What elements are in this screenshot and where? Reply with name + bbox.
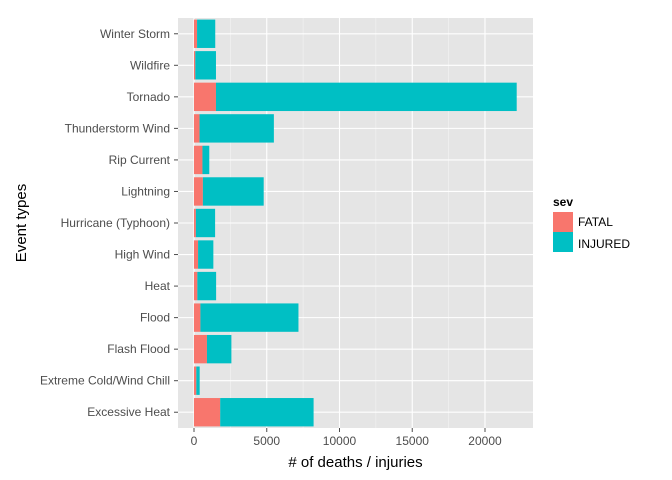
x-tick-label: 10000 xyxy=(323,434,357,448)
bar-injured-extreme-cold-wind-chill xyxy=(196,366,200,395)
bar-injured-hurricane-typhoon xyxy=(195,208,216,238)
bar-injured-flash-flood xyxy=(206,334,232,364)
bar-injured-wildfire xyxy=(195,51,216,80)
legend-key-injured xyxy=(553,232,573,252)
bar-injured-high-wind xyxy=(198,240,214,269)
y-axis-title: Event types xyxy=(13,184,30,262)
legend-title: sev xyxy=(553,195,573,209)
legend-label-injured: INJURED xyxy=(578,237,630,251)
y-tick-label: High Wind xyxy=(115,248,170,262)
x-axis-title: # of deaths / injuries xyxy=(288,454,422,471)
y-tick-label: Flood xyxy=(140,311,170,325)
bar-fatal-winter-storm xyxy=(194,19,198,48)
legend-label-fatal: FATAL xyxy=(578,215,613,229)
y-tick-label: Tornado xyxy=(127,90,171,104)
y-tick-label: Excessive Heat xyxy=(87,405,170,419)
x-tick-label: 20000 xyxy=(468,434,502,448)
bar-fatal-extreme-cold-wind-chill xyxy=(194,366,197,395)
bar-injured-rip-current xyxy=(202,145,210,175)
bar-fatal-hurricane-typhoon xyxy=(194,208,196,238)
legend-key-fatal xyxy=(553,212,573,232)
y-tick-label: Extreme Cold/Wind Chill xyxy=(40,374,170,388)
y-tick-label: Thunderstorm Wind xyxy=(65,121,170,135)
y-tick-label: Winter Storm xyxy=(100,27,170,41)
y-tick-label: Rip Current xyxy=(109,153,171,167)
bar-injured-excessive-heat xyxy=(220,398,314,427)
bar-injured-flood xyxy=(200,303,299,332)
bar-fatal-high-wind xyxy=(194,240,199,269)
x-tick-label: 15000 xyxy=(396,434,430,448)
y-tick-label: Flash Flood xyxy=(107,342,170,356)
y-tick-label: Heat xyxy=(145,279,171,293)
y-axis-ticks: Winter Storm Wildfire Tornado Thunderstorm … xyxy=(40,27,178,419)
bar-fatal-excessive-heat xyxy=(194,398,221,427)
bar-fatal-lightning xyxy=(194,177,203,206)
bar-fatal-rip-current xyxy=(194,145,203,175)
bar-fatal-wildfire xyxy=(194,51,196,80)
bar-fatal-flood xyxy=(194,303,201,332)
y-tick-label: Lightning xyxy=(121,184,170,198)
bar-fatal-flash-flood xyxy=(194,334,207,364)
x-tick-label: 0 xyxy=(191,434,198,448)
bar-fatal-thunderstorm-wind xyxy=(194,114,200,143)
bar-injured-thunderstorm-wind xyxy=(199,114,274,143)
bar-fatal-tornado xyxy=(194,82,216,112)
bars xyxy=(194,19,517,427)
bar-injured-tornado xyxy=(215,82,517,112)
x-axis-ticks: 0 5000 10000 15000 20000 xyxy=(191,428,502,448)
y-tick-label: Hurricane (Typhoon) xyxy=(61,216,170,230)
y-tick-label: Wildfire xyxy=(130,58,170,72)
bar-fatal-heat xyxy=(194,271,198,301)
legend: sev FATAL INJURED xyxy=(553,195,630,252)
x-tick-label: 5000 xyxy=(253,434,280,448)
bar-injured-winter-storm xyxy=(197,19,216,48)
bar-injured-lightning xyxy=(202,177,264,206)
bar-injured-heat xyxy=(197,271,217,301)
